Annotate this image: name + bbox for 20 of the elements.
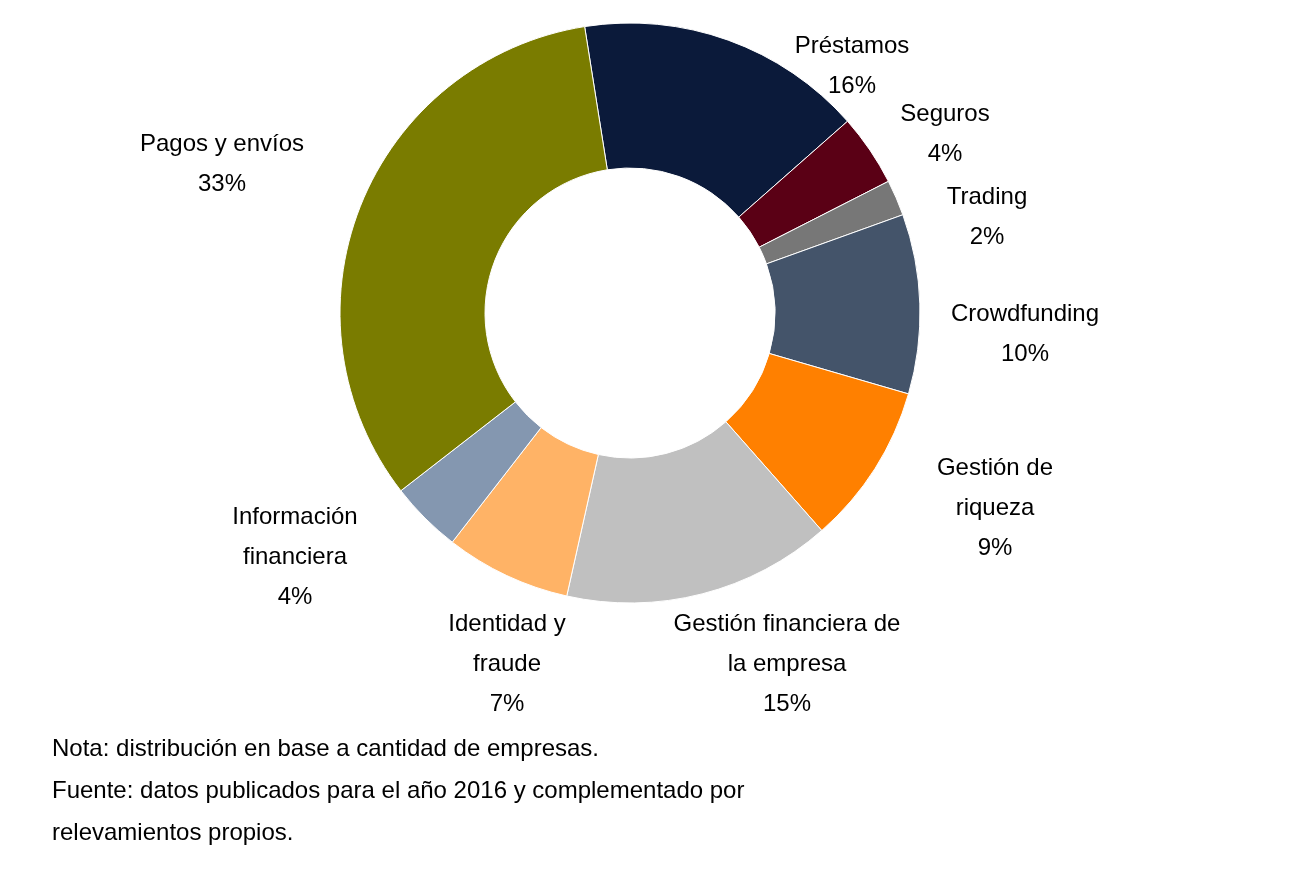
slice-label: Gestión financiera de la empresa: [673, 609, 901, 676]
text: Nota: distribución en base a cantidad de empresas.: [52, 734, 599, 761]
data-label: 4%: [927, 139, 963, 166]
slice-label: Identidad y fraude: [448, 609, 566, 676]
data-label: 4%: [277, 582, 313, 609]
slice-label: Información financiera: [232, 502, 358, 569]
data-label: 7%: [489, 689, 525, 716]
slice-label: Crowdfunding: [950, 299, 1100, 326]
data-label: 10%: [1000, 339, 1050, 366]
data-label: 16%: [827, 71, 877, 98]
slice-label: Pagos y envíos: [139, 129, 305, 156]
slice-label: Préstamos: [794, 31, 910, 58]
slice-label: Trading: [946, 182, 1028, 209]
data-label: 33%: [197, 169, 247, 196]
data-label: 2%: [969, 222, 1005, 249]
data-label: 9%: [977, 533, 1013, 560]
slice-label: Gestión de riqueza: [936, 453, 1054, 520]
data-label: 15%: [762, 689, 812, 716]
source-note: Fuente: datos publicados para el año 2016 y complementado por relevamientos propios.: [52, 776, 745, 845]
slice-label: Seguros: [900, 99, 990, 126]
